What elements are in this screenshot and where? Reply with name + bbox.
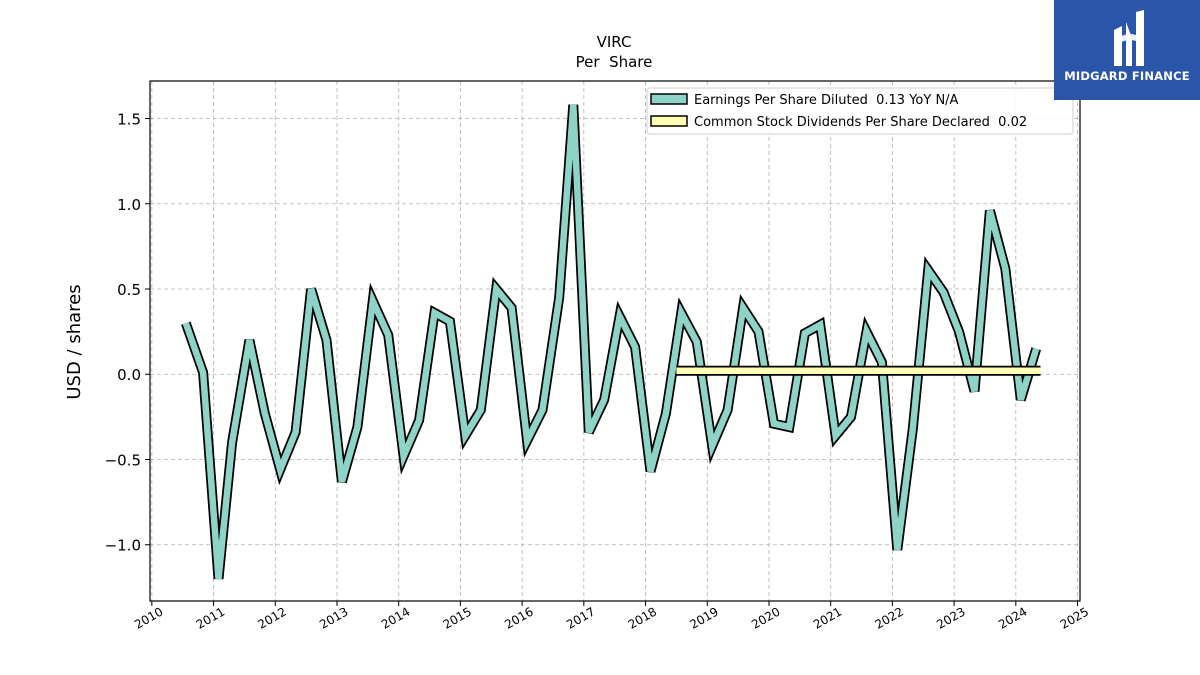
legend-label-dividends: Common Stock Dividends Per Share Declare… (694, 115, 1027, 130)
x-tick-label: 2023 (934, 604, 967, 631)
plot-frame (149, 80, 1081, 602)
series-eps (181, 104, 1041, 580)
x-tick-label: 2011 (194, 604, 227, 631)
x-tick-label: 2013 (317, 604, 350, 631)
legend-swatch-dividends (650, 115, 688, 127)
series-outline (181, 104, 1041, 580)
x-tick-label: 2014 (379, 604, 412, 631)
legend-frame (646, 87, 1074, 135)
x-tick-label: 2010 (132, 604, 165, 631)
x-tick-label: 2012 (255, 604, 288, 631)
logo-text: MIDGARD FINANCE (1064, 69, 1190, 83)
x-tick-label: 2016 (502, 604, 535, 631)
x-tick-label: 2022 (873, 604, 906, 631)
x-tick-label: 2021 (811, 604, 844, 631)
x-tick-label: 2024 (996, 604, 1029, 631)
y-tick-label: 1.5 (117, 111, 141, 129)
chart-subtitle: Per Share (576, 53, 653, 71)
x-tick-label: 2018 (626, 604, 659, 631)
legend: Earnings Per Share Diluted 0.13 YoY N/A … (646, 87, 1074, 135)
y-tick-label: −0.5 (105, 451, 141, 469)
series-line (182, 104, 1040, 580)
series-layer (181, 104, 1041, 580)
x-tick-label: 2020 (749, 604, 782, 631)
midgard-logo-icon (1114, 10, 1144, 66)
y-tick-label: 0.5 (117, 281, 141, 299)
x-tick-label: 2025 (1058, 604, 1091, 631)
y-tick-label: 1.0 (117, 196, 141, 214)
x-tick-label: 2015 (441, 604, 474, 631)
chart-title: VIRC (597, 33, 632, 51)
y-tick-label: −1.0 (105, 537, 141, 555)
legend-label-eps: Earnings Per Share Diluted 0.13 YoY N/A (694, 93, 959, 108)
midgard-finance-logo: MIDGARD FINANCE (1054, 0, 1200, 100)
y-tick-label: 0.0 (117, 366, 141, 384)
legend-swatch-eps (650, 93, 688, 105)
x-tick-label: 2017 (564, 604, 597, 631)
y-axis-label: USD / shares (64, 284, 85, 399)
x-tick-label: 2019 (687, 604, 720, 631)
